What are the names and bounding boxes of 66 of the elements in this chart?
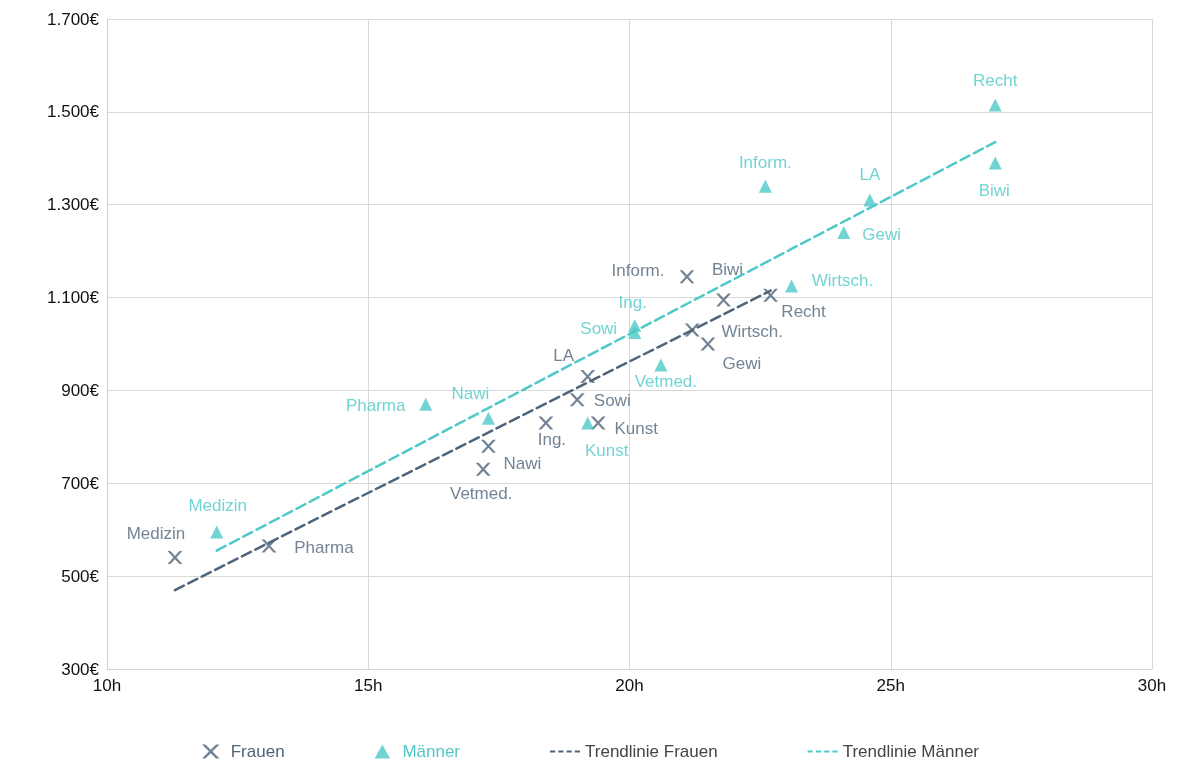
legend-label: Trendlinie Männer: [842, 742, 980, 761]
data-label: Sowi: [593, 391, 631, 411]
point: [210, 525, 224, 539]
data-label: Inform.: [611, 261, 665, 281]
x-tick-label: 25h: [876, 676, 905, 695]
legend-label: Frauen: [230, 742, 285, 761]
y-tick-label: 1.700€: [47, 9, 100, 29]
data-label: Inform.: [738, 152, 792, 172]
legend-label: Männer: [402, 742, 461, 761]
x-tick-label: 20h: [615, 676, 644, 695]
y-tick-label: 1.300€: [47, 195, 100, 215]
data-label: Kunst: [584, 441, 629, 461]
point: [581, 416, 595, 430]
data-label: Gewi: [862, 225, 902, 245]
data-label: Wirtsch.: [811, 271, 874, 291]
point: [538, 416, 554, 430]
y-tick-label: 1.500€: [47, 102, 100, 122]
point: [167, 551, 183, 565]
point: [580, 370, 596, 383]
data-label: Kunst: [614, 419, 659, 439]
data-label: Wirtsch.: [721, 321, 783, 341]
point: [988, 98, 1002, 112]
data-label: Medizin: [188, 495, 248, 515]
y-tick-label: 300€: [61, 659, 100, 679]
point: [763, 288, 779, 302]
data-label: Pharma: [294, 538, 355, 558]
data-label: Vetmed.: [450, 483, 513, 503]
data-label: Biwi: [711, 260, 744, 280]
data-label: Recht: [973, 71, 1018, 91]
point: [475, 462, 491, 476]
point: [758, 179, 772, 193]
point: [569, 393, 585, 407]
data-label: Nawi: [451, 383, 490, 403]
y-tick-label: 500€: [61, 566, 100, 586]
point: [480, 439, 496, 453]
data-label: LA: [553, 346, 575, 365]
point: [628, 318, 642, 332]
point: [700, 337, 716, 351]
data-label: Nawi: [503, 453, 542, 473]
data-label: LA: [859, 164, 881, 184]
point: [988, 156, 1002, 170]
x-tick-label: 30h: [1137, 676, 1167, 695]
data-label: Biwi: [978, 181, 1010, 201]
point: [716, 293, 732, 307]
data-label: Ing.: [618, 292, 647, 312]
y-tick-label: 900€: [61, 380, 100, 400]
point: [863, 193, 877, 207]
y-tick-label: 1.100€: [47, 288, 100, 308]
point: [590, 416, 606, 430]
point: [654, 358, 668, 372]
point: [679, 270, 695, 284]
data-label: Pharma: [345, 395, 407, 415]
point: [837, 226, 851, 240]
data-label: Gewi: [722, 353, 762, 373]
point: [784, 279, 798, 293]
data-label: Vetmed.: [634, 372, 698, 392]
data-label: Sowi: [580, 318, 618, 338]
data-label: Ing.: [537, 430, 567, 450]
point: [481, 411, 495, 425]
legend-label: Trendlinie Frauen: [585, 742, 718, 761]
data-label: Medizin: [126, 524, 186, 544]
x-tick-label: 10h: [92, 676, 122, 695]
data-label: Recht: [781, 301, 827, 321]
point: [419, 397, 433, 411]
x-tick-label: 15h: [354, 676, 383, 695]
y-tick-label: 700€: [61, 473, 100, 493]
